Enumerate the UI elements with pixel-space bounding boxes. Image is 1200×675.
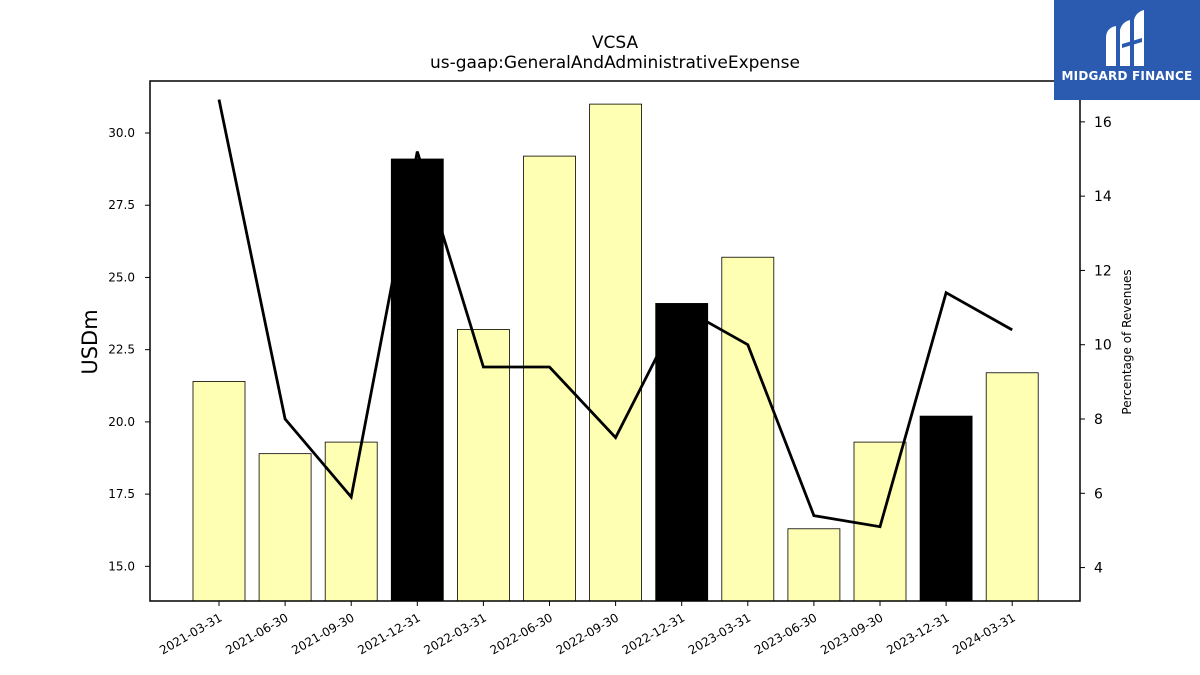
x-tick-label: 2023-12-31 [884,610,951,657]
bar [456,329,510,602]
x-tick-label: 2022-06-30 [488,610,555,657]
y-axis-label: USDm [78,309,102,374]
logo-text: MIDGARD FINANCE [1061,69,1193,83]
y2-tick-label: 4 [1094,561,1103,577]
line-layer [217,99,1013,529]
y2-tick-label: 8 [1094,412,1103,428]
x-tick-label: 2021-03-31 [157,610,224,657]
x-axis-ticks: 2021-03-312021-06-302021-09-302021-12-31… [157,601,1018,657]
bar [258,453,312,602]
midgard-finance-logo-icon [1106,10,1144,66]
bar [523,155,576,602]
x-tick-label: 2022-03-31 [421,610,488,657]
bars-layer [192,103,1039,602]
y2-tick-label: 14 [1094,189,1112,205]
y-tick-label: 22.5 [108,343,135,357]
bar [390,158,444,602]
x-tick-label: 2023-09-30 [818,610,885,657]
bar [589,103,642,602]
chart-subtitle: us-gaap:GeneralAndAdministrativeExpense [430,53,800,73]
y2-tick-label: 10 [1094,338,1112,354]
bar [324,441,378,602]
x-tick-label: 2021-09-30 [289,610,356,657]
y-tick-label: 17.5 [108,487,135,501]
y-tick-label: 25.0 [108,270,135,284]
x-tick-label: 2023-03-31 [686,610,753,657]
y-tick-label: 30.0 [108,126,135,140]
x-tick-label: 2021-12-31 [355,610,422,657]
x-tick-label: 2022-12-31 [620,610,687,657]
y2-tick-label: 16 [1094,115,1112,131]
bar [787,528,841,602]
bar [919,415,973,602]
bar [655,303,709,602]
x-tick-label: 2022-09-30 [554,610,621,657]
bar [721,256,775,602]
logo: MIDGARD FINANCE [1054,0,1200,100]
y2-tick-label: 12 [1094,263,1112,279]
chart-title: VCSA [592,33,639,53]
right-axis-ticks: 4 6 8 10 12 14 16 [1080,115,1112,577]
x-tick-label: 2021-06-30 [223,610,290,657]
y-tick-label: 27.5 [108,198,135,212]
y-tick-label: 15.0 [108,559,135,573]
bar [985,372,1039,602]
y-tick-label: 20.0 [108,415,135,429]
y2-axis-label: Percentage of Revenues [1120,269,1134,414]
bar [192,381,246,602]
percentage-line [217,99,1013,529]
plot-frame [149,80,1081,602]
x-tick-label: 2024-03-31 [950,610,1017,657]
y2-tick-label: 6 [1094,486,1103,502]
left-axis-ticks: 15.0 17.5 20.0 22.5 25.0 27.5 30.0 [108,126,150,573]
x-tick-label: 2023-06-30 [752,610,819,657]
